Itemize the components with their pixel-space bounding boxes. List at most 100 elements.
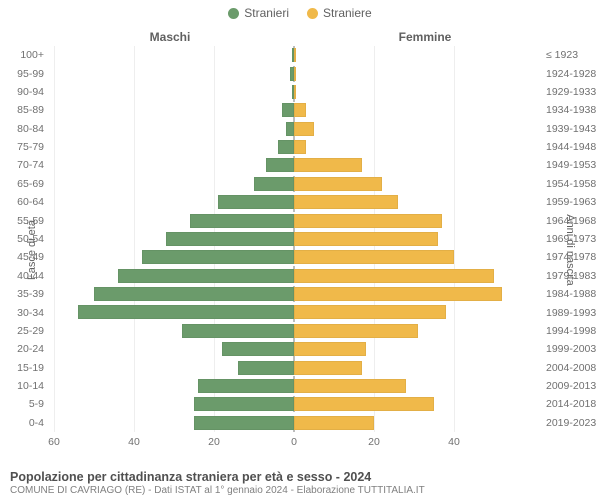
y-left-tick: 80-84	[0, 124, 44, 135]
pyramid-row	[54, 120, 534, 138]
y-right-tick: 2009-2013	[546, 381, 600, 392]
bar-female	[294, 122, 314, 136]
y-left-tick: 35-39	[0, 289, 44, 300]
y-left-tick: 95-99	[0, 69, 44, 80]
x-tick: 20	[208, 436, 220, 448]
legend-item-male: Stranieri	[228, 6, 289, 20]
bar-female	[294, 416, 374, 430]
bar-male	[278, 140, 294, 154]
bar-male	[94, 287, 294, 301]
pyramid-row	[54, 285, 534, 303]
y-left-tick: 55-59	[0, 216, 44, 227]
y-right-tick: 1964-1968	[546, 216, 600, 227]
bar-male	[166, 232, 294, 246]
bar-female	[294, 195, 398, 209]
y-left-tick: 5-9	[0, 399, 44, 410]
y-right-tick: ≤ 1923	[546, 50, 600, 61]
pyramid-row	[54, 248, 534, 266]
pyramid-row	[54, 211, 534, 229]
footer: Popolazione per cittadinanza straniera p…	[10, 470, 590, 496]
y-left-tick: 15-19	[0, 363, 44, 374]
y-right-tick: 2014-2018	[546, 399, 600, 410]
y-right-tick: 1969-1973	[546, 234, 600, 245]
bar-female	[294, 232, 438, 246]
legend-swatch-male	[228, 8, 239, 19]
pyramid-row	[54, 64, 534, 82]
y-right-tick: 1954-1958	[546, 179, 600, 190]
x-tick: 20	[368, 436, 380, 448]
y-right-tick: 1994-1998	[546, 326, 600, 337]
y-left-tick: 65-69	[0, 179, 44, 190]
y-right-tick: 1989-1993	[546, 308, 600, 319]
bar-male	[78, 305, 294, 319]
y-right-tick: 2004-2008	[546, 363, 600, 374]
y-right-tick: 1939-1943	[546, 124, 600, 135]
bar-male	[194, 397, 294, 411]
y-right-tick: 1929-1933	[546, 87, 600, 98]
pyramid-row	[54, 175, 534, 193]
pyramid-row	[54, 414, 534, 432]
x-tick: 60	[48, 436, 60, 448]
bar-female	[294, 67, 296, 81]
x-axis: 60402002040	[54, 434, 534, 454]
pyramid-row	[54, 193, 534, 211]
bar-female	[294, 269, 494, 283]
y-right-tick: 1999-2003	[546, 344, 600, 355]
legend-label-female: Straniere	[323, 6, 372, 20]
x-tick: 0	[291, 436, 297, 448]
pyramid-row	[54, 230, 534, 248]
y-left-tick: 10-14	[0, 381, 44, 392]
legend: Stranieri Straniere	[0, 0, 600, 20]
bar-female	[294, 342, 366, 356]
y-left-tick: 50-54	[0, 234, 44, 245]
y-right-tick: 2019-2023	[546, 418, 600, 429]
y-left-tick: 40-44	[0, 271, 44, 282]
y-left-tick: 70-74	[0, 160, 44, 171]
y-right-tick: 1984-1988	[546, 289, 600, 300]
y-left-tick: 85-89	[0, 105, 44, 116]
bar-female	[294, 379, 406, 393]
bar-male	[218, 195, 294, 209]
bar-female	[294, 361, 362, 375]
column-headers: Maschi Femmine	[0, 30, 600, 44]
col-header-male: Maschi	[0, 30, 300, 44]
pyramid-row	[54, 322, 534, 340]
y-left-tick: 20-24	[0, 344, 44, 355]
legend-label-male: Stranieri	[244, 6, 289, 20]
y-left-tick: 100+	[0, 50, 44, 61]
y-right-tick: 1974-1978	[546, 252, 600, 263]
pyramid-row	[54, 358, 534, 376]
bar-female	[294, 305, 446, 319]
plot-area	[54, 46, 534, 432]
pyramid-row	[54, 101, 534, 119]
y-right-tick: 1934-1938	[546, 105, 600, 116]
y-left-tick: 30-34	[0, 308, 44, 319]
bar-female	[294, 85, 296, 99]
y-left-tick: 0-4	[0, 418, 44, 429]
pyramid-row	[54, 46, 534, 64]
y-left-tick: 90-94	[0, 87, 44, 98]
y-right-tick: 1944-1948	[546, 142, 600, 153]
bar-male	[286, 122, 294, 136]
legend-item-female: Straniere	[307, 6, 372, 20]
bar-female	[294, 48, 296, 62]
pyramid-row	[54, 138, 534, 156]
y-right-tick: 1959-1963	[546, 197, 600, 208]
bar-female	[294, 158, 362, 172]
pyramid-row	[54, 156, 534, 174]
x-tick: 40	[448, 436, 460, 448]
legend-swatch-female	[307, 8, 318, 19]
pyramid-row	[54, 83, 534, 101]
bar-male	[194, 416, 294, 430]
y-left-tick: 45-49	[0, 252, 44, 263]
bar-male	[266, 158, 294, 172]
bar-female	[294, 177, 382, 191]
y-left-tick: 75-79	[0, 142, 44, 153]
pyramid-row	[54, 395, 534, 413]
bar-male	[142, 250, 294, 264]
bar-male	[282, 103, 294, 117]
bar-male	[198, 379, 294, 393]
y-left-tick: 25-29	[0, 326, 44, 337]
col-header-female: Femmine	[300, 30, 600, 44]
y-right-tick: 1979-1983	[546, 271, 600, 282]
